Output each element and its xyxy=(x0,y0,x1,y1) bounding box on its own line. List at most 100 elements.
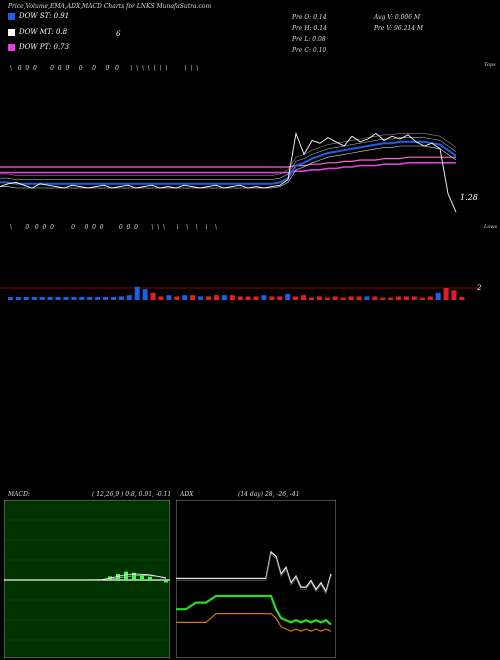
volume-bar xyxy=(79,297,85,300)
macd-histogram-bar xyxy=(132,572,136,580)
legend-swatch-blue xyxy=(8,12,15,20)
adx-chart xyxy=(176,500,336,658)
ema-line-0 xyxy=(0,162,456,174)
ohlc-close: Pre C: 0.10 xyxy=(292,47,327,54)
volume-bar xyxy=(23,297,29,300)
volume-bar xyxy=(229,295,235,300)
legend-dow-pt: DOW PT: 0.73 xyxy=(8,43,69,51)
volume-bar xyxy=(245,296,251,300)
volume-bar xyxy=(166,295,172,300)
volume-bar xyxy=(206,296,211,300)
volume-bar xyxy=(87,297,93,300)
legend-dow-st: DOW ST: 0.91 xyxy=(8,12,69,20)
adx-minus-di-line xyxy=(176,612,332,632)
volume-bar xyxy=(126,295,132,300)
volume-bar xyxy=(221,295,227,300)
price-chart xyxy=(0,131,457,213)
volume-bar xyxy=(261,295,267,300)
legend-swatch-white xyxy=(8,28,15,36)
macd-title: MACD: xyxy=(8,491,30,498)
volume-bar xyxy=(293,296,299,300)
price-lines xyxy=(0,131,457,213)
macd-lines xyxy=(4,571,170,583)
volume-bar xyxy=(451,290,457,300)
legend-label: DOW ST: 0.91 xyxy=(19,12,70,20)
volume-label: 2 xyxy=(477,284,482,292)
volume-bars xyxy=(8,286,465,300)
volume-bar xyxy=(142,289,148,300)
volume-bar xyxy=(435,292,441,300)
volume-bar xyxy=(182,295,188,300)
volume-bar xyxy=(285,294,291,300)
low-signals: \ 0 0 0 0 0 0 0 0 0 0 0 \ \ \ \ \ \ \ \ xyxy=(10,224,218,231)
volume-bar xyxy=(277,296,283,300)
adx-shadow-line xyxy=(176,553,332,595)
volume-bar xyxy=(348,296,354,300)
volume-bar xyxy=(31,297,37,300)
volume-bar xyxy=(396,296,402,300)
volume-bar xyxy=(380,297,386,300)
prev-volume: Pre V: 96.214 M xyxy=(374,25,424,32)
volume-bar xyxy=(190,295,196,300)
volume-bar xyxy=(324,297,330,300)
adx-params: (14 day) 28, -26, -41 xyxy=(238,491,300,498)
ema-line-4 xyxy=(0,133,457,176)
volume-bar xyxy=(253,296,259,300)
volume-bar xyxy=(15,297,21,300)
top-signals: \ 0 0 0 0 0 0 0 0 0 0 \ \ \ \ \ \ \ \ \ … xyxy=(10,65,199,72)
volume-bar xyxy=(198,296,204,300)
volume-bar xyxy=(55,297,61,300)
volume-bar xyxy=(443,288,449,300)
volume-bar xyxy=(103,297,108,300)
legend-label: DOW MT: 0.8 xyxy=(19,28,68,36)
adx-title: ADX xyxy=(180,491,194,498)
adx-line xyxy=(176,550,332,594)
macd-histogram-bar xyxy=(124,571,128,580)
legend-dow-mt: DOW MT: 0.8 xyxy=(8,28,67,36)
volume-bar xyxy=(356,296,362,300)
macd-histogram-bar xyxy=(148,576,152,580)
ohlc-low: Pre L: 0.08 xyxy=(292,36,326,43)
volume-bar xyxy=(301,295,306,300)
volume-bar xyxy=(158,296,164,300)
volume-bar xyxy=(459,297,465,300)
volume-bar xyxy=(427,296,433,300)
volume-bar xyxy=(8,297,13,300)
volume-bar xyxy=(419,297,425,300)
volume-bar xyxy=(150,292,156,300)
volume-bar xyxy=(71,297,77,300)
volume-bar xyxy=(237,296,243,300)
volume-bar xyxy=(47,297,53,300)
adx-plus-di-line xyxy=(176,594,332,626)
volume-bar xyxy=(372,296,378,300)
tops-label: Tops xyxy=(484,62,496,68)
volume-bar xyxy=(63,297,69,300)
volume-bar xyxy=(95,297,101,300)
macd-chart xyxy=(4,500,170,658)
adx-lines xyxy=(176,550,332,632)
volume-bar xyxy=(269,296,275,300)
volume-bar xyxy=(316,296,322,300)
volume-chart xyxy=(0,286,480,300)
lows-label: Lows xyxy=(484,224,498,230)
price-line xyxy=(0,131,457,213)
ema-line-1 xyxy=(0,156,456,168)
volume-bar xyxy=(332,296,338,300)
volume-bar xyxy=(39,297,45,300)
ema-short-line xyxy=(0,140,457,185)
macd-histogram-bar xyxy=(140,575,144,580)
legend-label: DOW PT: 0.73 xyxy=(19,43,70,51)
price-label: 1.28 xyxy=(460,193,478,202)
volume-bar xyxy=(309,297,314,300)
ohlc-open: Pre O: 0.14 xyxy=(292,14,327,21)
macd-line xyxy=(6,573,167,581)
volume-bar xyxy=(364,296,370,300)
chart-header: Price,Volume,EMA,ADX,MACD Charts for LNK… xyxy=(8,3,212,10)
macd-params: ( 12,26,9 ) 0.8, 0.91, -0.11 xyxy=(92,491,172,498)
volume-bar xyxy=(404,296,409,300)
volume-bar xyxy=(340,297,346,300)
avg-volume: Avg V: 0.006 M xyxy=(374,14,421,21)
volume-bar xyxy=(213,295,219,300)
macd-background xyxy=(4,500,170,658)
macd-histogram-bar xyxy=(164,580,168,583)
